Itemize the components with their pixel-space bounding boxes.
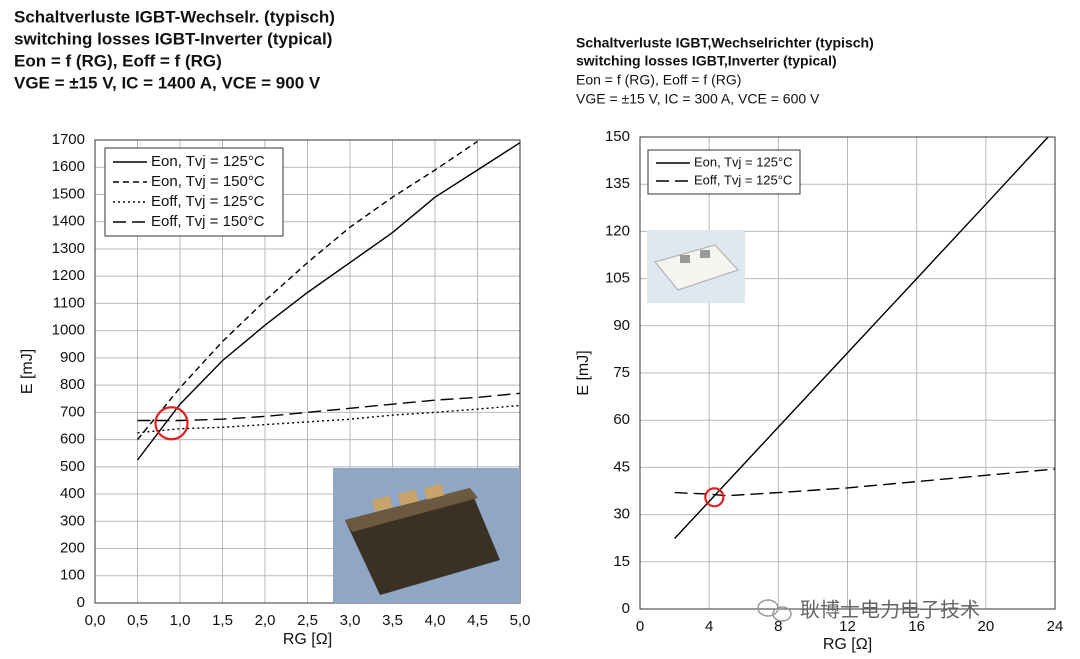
x-tick-label: 5,0 <box>510 612 531 629</box>
legend-label: Eoff, Tvj = 125°C <box>694 172 792 187</box>
y-tick-label: 1600 <box>52 158 85 175</box>
y-tick-label: 1300 <box>52 240 85 257</box>
chart-title: VGE = ±15 V, IC = 1400 A, VCE = 900 V <box>14 73 321 92</box>
y-tick-label: 600 <box>60 431 85 448</box>
x-tick-label: 16 <box>908 618 925 635</box>
chart-title: Schaltverluste IGBT-Wechselr. (typisch) <box>14 7 335 26</box>
plots: 0,0 0,5 1,0 1,5 2,0 2,5 3,0 3,5 4,0 4,5 5,00100200… <box>19 128 1063 653</box>
y-tick-label: 90 <box>613 317 630 334</box>
legend-label: Eoff, Tvj = 150°C <box>151 213 265 230</box>
y-tick-label: 75 <box>613 364 630 381</box>
plot-frame <box>94 139 521 604</box>
legend-label: Eon, Tvj = 125°C <box>151 153 265 170</box>
y-tick-label: 1100 <box>53 294 85 311</box>
x-tick-label: 3,5 <box>382 612 403 629</box>
legend-label: Eon, Tvj = 150°C <box>151 173 265 190</box>
legend-label: Eoff, Tvj = 125°C <box>151 193 265 210</box>
x-tick-label: 0,5 <box>127 612 148 629</box>
series-line <box>137 392 521 422</box>
x-tick-label: 0,0 <box>85 612 106 629</box>
y-tick-label: 0 <box>77 594 85 611</box>
highlight-circle <box>154 406 189 441</box>
x-tick-label: 12 <box>839 618 856 635</box>
y-tick-label: 900 <box>60 349 85 366</box>
plot-frame <box>639 136 1056 610</box>
y-tick-label: 100 <box>60 567 85 584</box>
series-line <box>136 142 521 461</box>
watermark: 耿博士电力电子技术 <box>800 598 980 621</box>
chart: 0 4 8 12 16 20 24 0 15 30 45 60 75 90 105 120 135 150 RG [… <box>575 128 1063 653</box>
y-tick-label: 0 <box>622 600 630 617</box>
x-tick-label: 2,5 <box>297 612 318 629</box>
y-tick-label: 500 <box>60 458 85 475</box>
module-photo <box>333 468 520 603</box>
highlight-circle <box>704 487 725 508</box>
y-tick-label: 1200 <box>52 267 85 284</box>
y-axis-label: E [mJ] <box>575 350 592 395</box>
y-tick-label: 300 <box>60 512 85 529</box>
x-tick-label: 1,5 <box>212 612 233 629</box>
y-tick-label: 45 <box>613 458 630 475</box>
chart-title: Eon = f (RG), Eoff = f (RG) <box>14 51 222 70</box>
y-axis-label: E [mJ] <box>19 349 36 394</box>
series-line <box>136 140 478 441</box>
y-tick-label: 400 <box>60 485 85 502</box>
y-tick-label: 200 <box>60 539 85 556</box>
series-line <box>674 468 1056 497</box>
y-tick-label: 1700 <box>52 131 85 148</box>
x-axis-label: RG [Ω] <box>823 636 872 653</box>
chart-title: switching losses IGBT-Inverter (typical) <box>14 29 332 48</box>
chart-title: Eon = f (RG), Eoff = f (RG) <box>576 72 741 88</box>
y-tick-label: 135 <box>605 175 630 192</box>
x-tick-label: 4 <box>705 618 713 635</box>
x-tick-label: 4,0 <box>425 612 446 629</box>
x-tick-label: 4,5 <box>467 612 488 629</box>
y-tick-label: 700 <box>60 403 85 420</box>
legend-box <box>647 149 801 195</box>
x-axis-label: RG [Ω] <box>283 631 332 648</box>
chart-title: Schaltverluste IGBT,Wechselrichter (typi… <box>576 35 874 51</box>
y-tick-label: 150 <box>605 128 630 145</box>
chart: 0,0 0,5 1,0 1,5 2,0 2,5 3,0 3,5 4,0 4,5 5,0 0 100 200… <box>19 131 530 648</box>
x-tick-label: 3,0 <box>340 612 361 629</box>
y-tick-label: 60 <box>613 411 630 428</box>
x-tick-label: 2,0 <box>255 612 276 629</box>
x-tick-label: 8 <box>774 618 782 635</box>
y-tick-label: 30 <box>613 506 630 523</box>
y-tick-label: 800 <box>60 376 85 393</box>
module-photo <box>647 230 745 303</box>
chart-title: switching losses IGBT,Inverter (typical) <box>576 53 837 69</box>
y-tick-label: 15 <box>613 553 630 570</box>
legend-label: Eon, Tvj = 125°C <box>694 154 793 169</box>
y-tick-label: 120 <box>605 222 630 239</box>
x-tick-label: 20 <box>977 618 994 635</box>
y-tick-label: 1500 <box>52 185 85 202</box>
series-line <box>137 404 521 434</box>
y-tick-label: 105 <box>605 270 630 287</box>
y-tick-label: 1400 <box>52 213 85 230</box>
series-line <box>674 136 1049 539</box>
x-tick-label: 0 <box>636 618 644 635</box>
wechat-icon <box>757 599 792 622</box>
y-tick-label: 1000 <box>52 322 85 339</box>
chart-title: VGE = ±15 V, IC = 300 A, VCE = 600 V <box>576 91 820 107</box>
x-tick-label: 1,0 <box>170 612 191 629</box>
x-tick-label: 24 <box>1047 618 1064 635</box>
